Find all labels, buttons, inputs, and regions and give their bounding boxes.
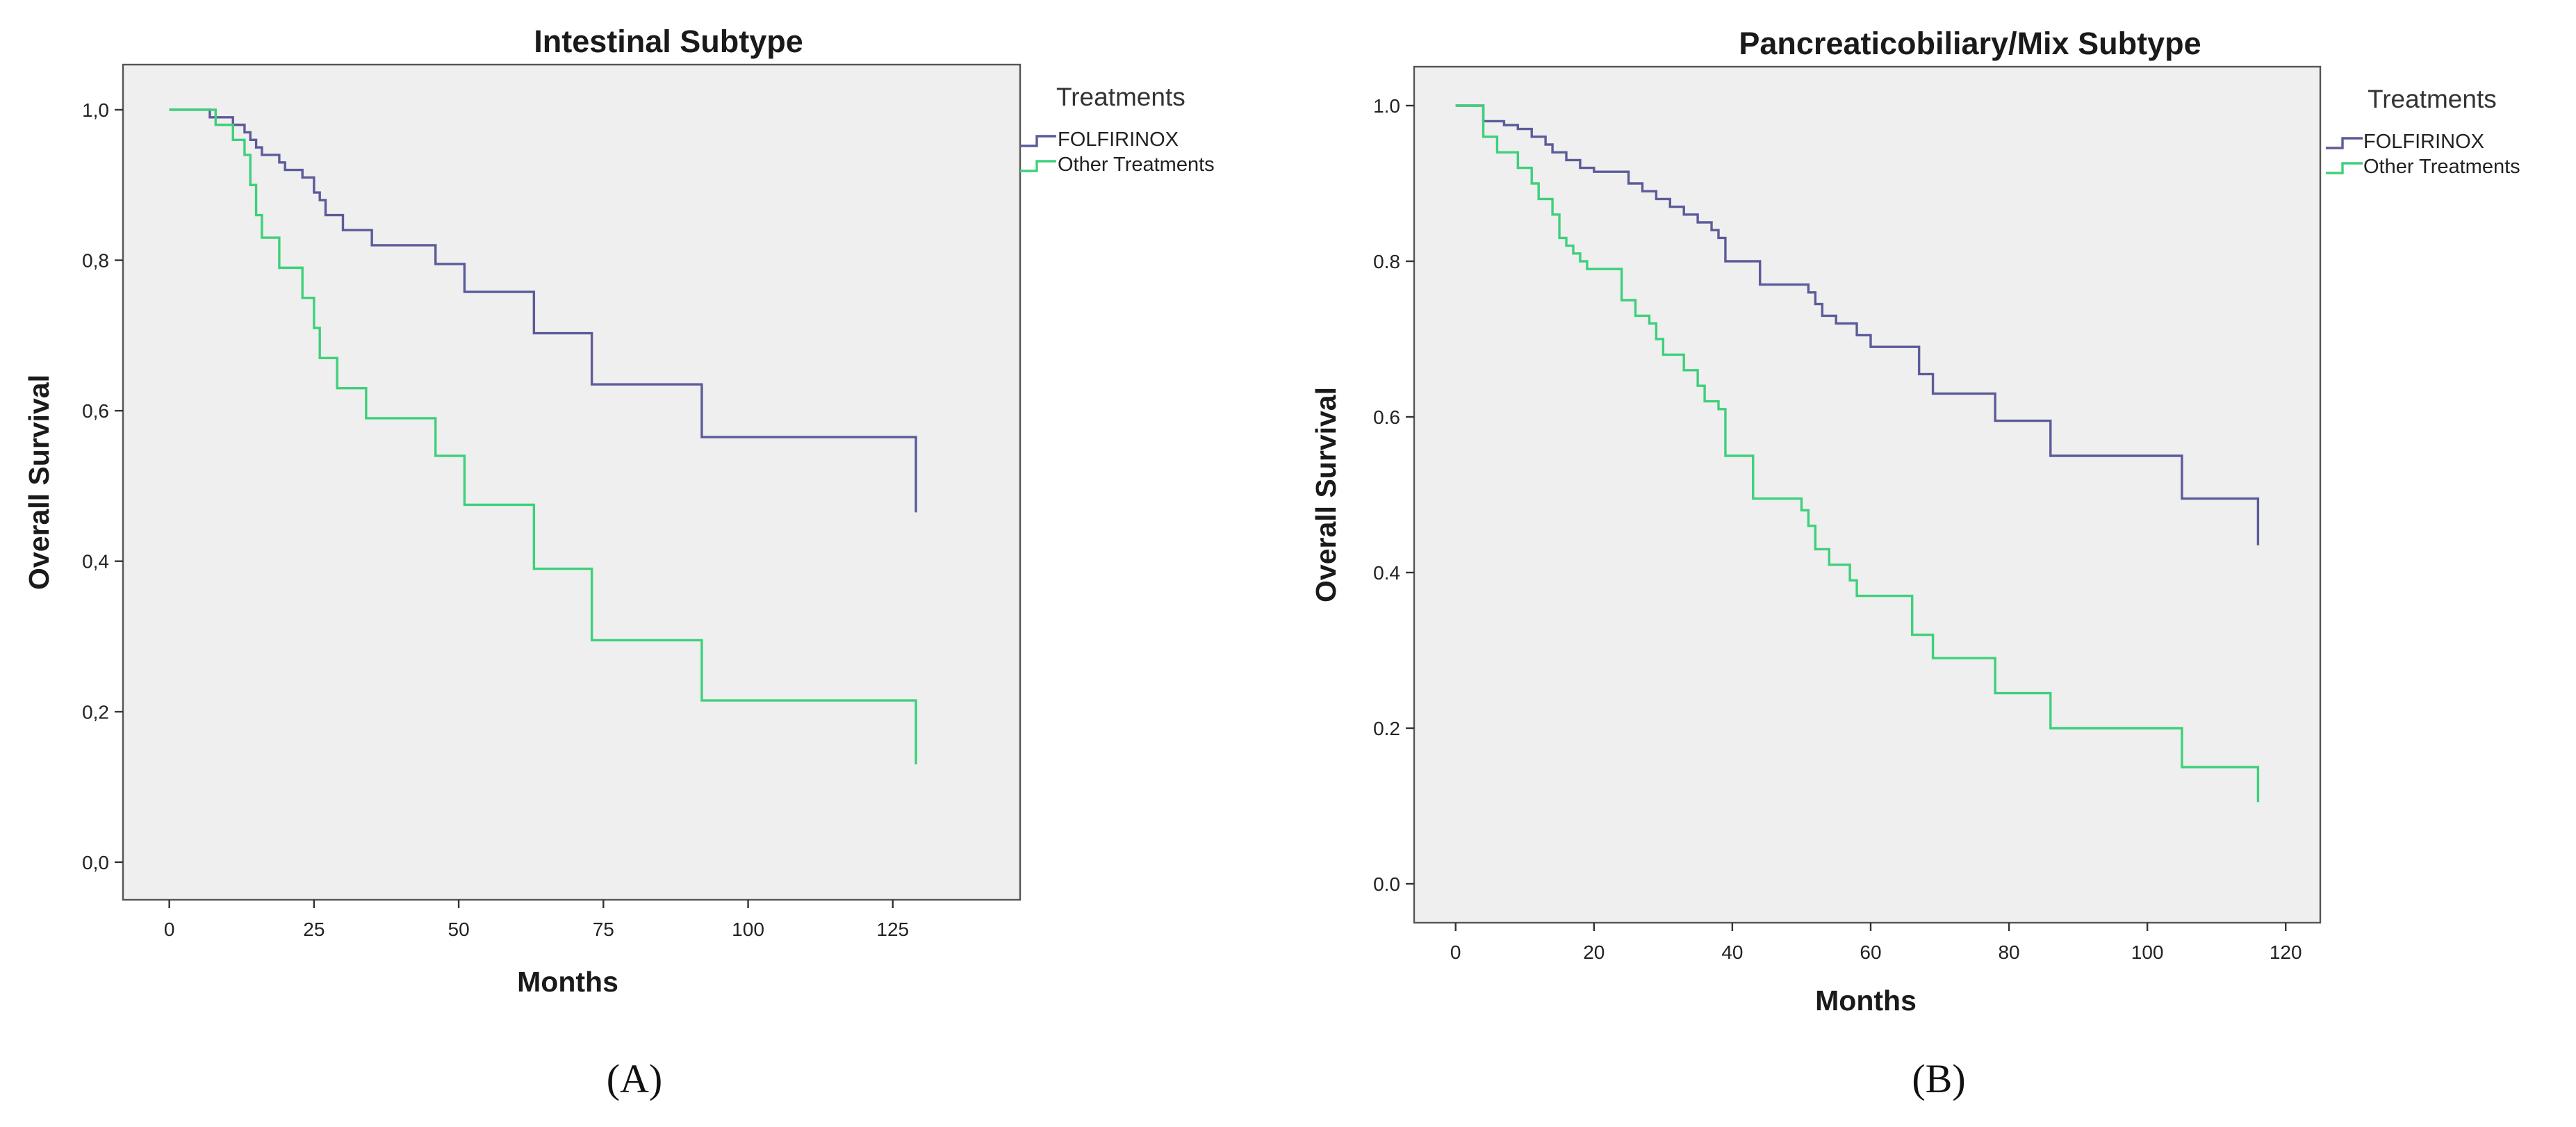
x-axis-label: Months (517, 966, 618, 998)
x-tick-label: 40 (1721, 941, 1743, 963)
legend-swatch-folfirinox (2326, 137, 2363, 149)
chart-title: Pancreaticobiliary/Mix Subtype (1739, 26, 2201, 61)
legend-swatch-other-treatments (1020, 160, 1056, 172)
panel-label: (A) (607, 1056, 663, 1101)
legend-label-other-treatments: Other Treatments (1058, 154, 1215, 176)
legend-swatch-other-treatments (2326, 162, 2363, 174)
y-axis: 0,0 0,2 0,4 0,6 0,8 1,0 (82, 99, 123, 873)
survival-curve-other-treatments (1455, 104, 2260, 803)
y-tick-label: 0,2 (82, 701, 109, 723)
x-tick-label: 0 (164, 919, 175, 940)
y-tick-label: 0,4 (82, 551, 109, 573)
x-axis-label: Months (1815, 985, 1917, 1017)
legend-label-folfirinox: FOLFIRINOX (1058, 129, 1179, 151)
y-axis-label: Overall Survival (23, 375, 55, 590)
panel-b-pancreaticobiliary-chart: Pancreaticobiliary/Mix Subtype 0 20 40 60 80… (1310, 26, 2520, 1101)
y-tick-label: 0,0 (82, 852, 109, 873)
survival-curves (169, 108, 917, 765)
legend: Treatments FOLFIRINOX Other Treatments (2326, 85, 2520, 178)
x-axis: 0 20 40 60 80 100 120 (1450, 923, 2302, 963)
survival-curve-folfirinox (1455, 104, 2260, 545)
x-tick-label: 100 (2131, 941, 2164, 963)
y-tick-label: 1,0 (82, 99, 109, 121)
y-tick-label: 0,6 (82, 400, 109, 422)
plot-area (1413, 65, 2322, 924)
legend: Treatments FOLFIRINOX Other Treatments (1020, 83, 1215, 176)
y-tick-label: 0.8 (1373, 251, 1400, 272)
y-tick-label: 0.6 (1373, 406, 1400, 428)
x-tick-label: 120 (2270, 941, 2302, 963)
x-tick-label: 80 (1998, 941, 2019, 963)
y-tick-label: 0,8 (82, 250, 109, 272)
legend-title: Treatments (1056, 83, 1186, 111)
chart-title: Intestinal Subtype (534, 24, 803, 59)
panel-a-intestinal-chart: Intestinal Subtype 0 25 50 75 100 125 0,00,20… (23, 24, 1215, 1101)
x-axis: 0 25 50 75 100 125 (164, 900, 909, 940)
y-tick-label: 0.2 (1373, 718, 1400, 739)
x-tick-label: 100 (732, 919, 764, 940)
x-tick-label: 20 (1583, 941, 1605, 963)
legend-title: Treatments (2368, 85, 2497, 113)
survival-curve-folfirinox (169, 108, 917, 513)
legend-swatch-folfirinox (1020, 135, 1056, 147)
survival-curve-other-treatments (169, 108, 917, 765)
x-tick-label: 75 (593, 919, 614, 940)
x-tick-label: 50 (448, 919, 470, 940)
plot-area (122, 63, 1022, 901)
panel-label: (B) (1912, 1056, 1965, 1101)
y-tick-label: 1.0 (1373, 95, 1400, 117)
x-tick-label: 0 (1450, 941, 1461, 963)
x-tick-label: 60 (1860, 941, 1881, 963)
y-tick-label: 0.0 (1373, 873, 1400, 895)
y-axis: 0.0 0.2 0.4 0.6 0.8 1.0 (1373, 95, 1414, 895)
y-axis-label: Overall Survival (1310, 387, 1342, 602)
legend-label-folfirinox: FOLFIRINOX (2363, 131, 2484, 153)
x-tick-label: 25 (303, 919, 325, 940)
x-tick-label: 125 (876, 919, 909, 940)
survival-curves (1455, 104, 2260, 803)
legend-label-other-treatments: Other Treatments (2363, 156, 2520, 178)
y-tick-label: 0.4 (1373, 562, 1400, 584)
